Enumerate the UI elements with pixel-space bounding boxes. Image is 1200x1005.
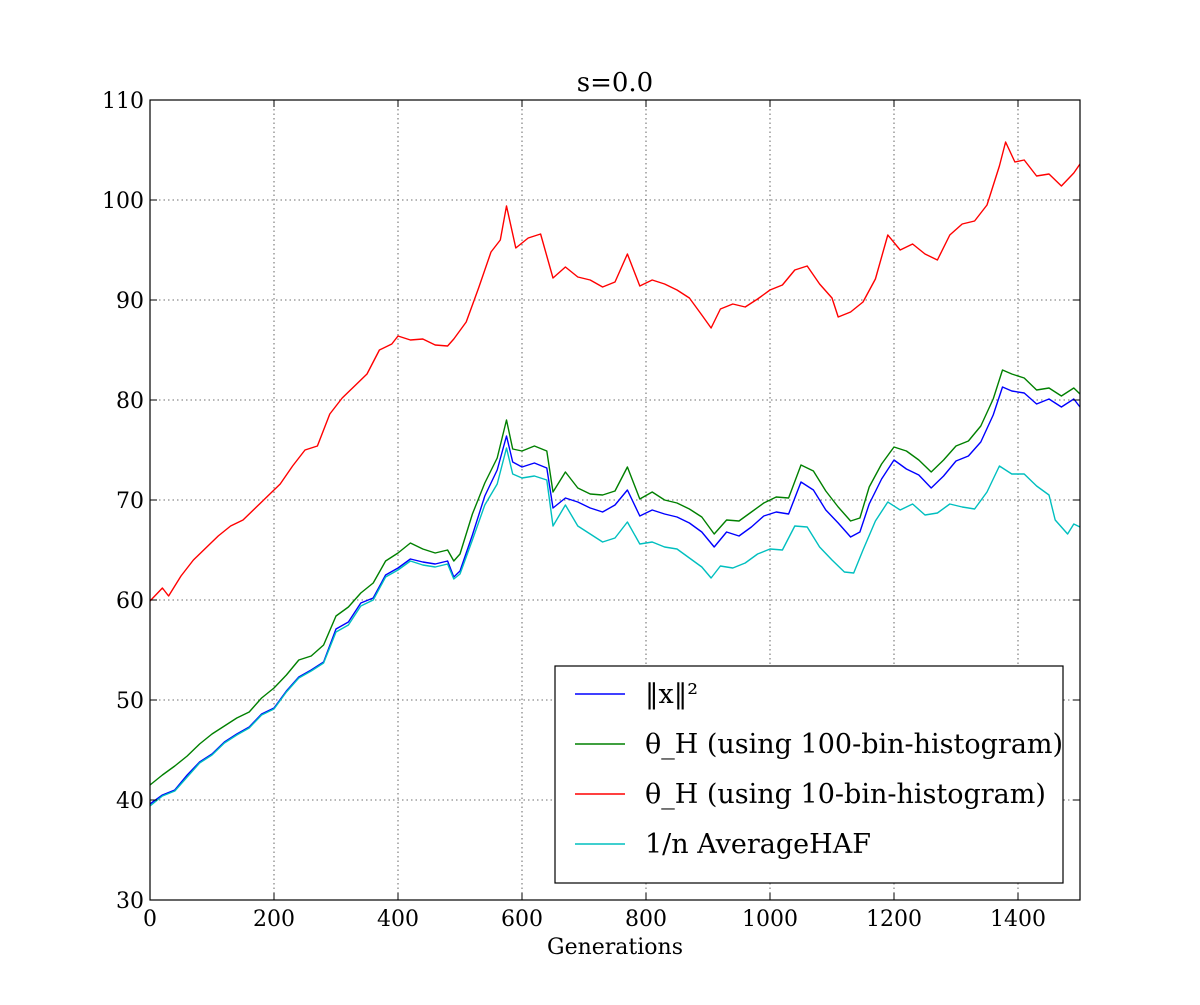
- series-line-3: [149, 141, 1081, 602]
- legend-label-2: θ_H (using 100-bin-histogram): [645, 729, 1063, 760]
- legend: ‖x‖² θ_H (using 100-bin-histogram) θ_H (us…: [554, 665, 1064, 884]
- y-tick-label: 110: [102, 89, 144, 114]
- legend-label-1: ‖x‖²: [645, 679, 698, 710]
- x-tick-label: 0: [143, 907, 157, 932]
- series-line-1: [149, 386, 1081, 805]
- chart-title: s=0.0: [577, 68, 653, 98]
- x-tick-labels: 0 200 400 600 800 1000 1200 1400: [143, 907, 1046, 932]
- series-lines: [149, 141, 1081, 807]
- y-tick-labels: 30 40 50 60 70 80 90 100 110: [102, 89, 144, 914]
- y-tick-label: 30: [116, 889, 144, 914]
- legend-label-3: θ_H (using 10-bin-histogram): [645, 779, 1046, 810]
- x-tick-label: 600: [501, 907, 543, 932]
- x-tick-label: 1200: [866, 907, 922, 932]
- y-tick-label: 70: [116, 489, 144, 514]
- y-tick-label: 60: [116, 589, 144, 614]
- x-tick-label: 200: [253, 907, 295, 932]
- axis-ticks: [149, 99, 1080, 901]
- x-tick-label: 1400: [990, 907, 1046, 932]
- y-tick-label: 90: [116, 289, 144, 314]
- x-tick-label: 800: [625, 907, 667, 932]
- x-tick-label: 1000: [742, 907, 798, 932]
- series-line-2: [149, 369, 1081, 786]
- y-tick-label: 40: [116, 789, 144, 814]
- y-tick-label: 100: [102, 189, 144, 214]
- legend-label-4: 1/n AverageHAF: [645, 829, 871, 860]
- legend-box: [554, 665, 1064, 884]
- series-line-4: [149, 447, 1081, 807]
- y-tick-label: 50: [116, 689, 144, 714]
- x-axis-label: Generations: [547, 935, 683, 960]
- y-tick-label: 80: [116, 389, 144, 414]
- x-tick-label: 400: [377, 907, 419, 932]
